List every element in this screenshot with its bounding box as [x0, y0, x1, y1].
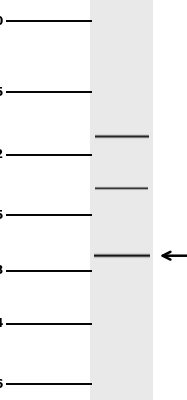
Bar	[90, 0, 153, 400]
Text: 43: 43	[0, 264, 4, 278]
Text: 72: 72	[0, 148, 4, 161]
Text: 95: 95	[0, 86, 4, 98]
Text: 130: 130	[0, 15, 4, 28]
Text: 55: 55	[0, 209, 4, 222]
Text: 34: 34	[0, 318, 4, 330]
Text: 26: 26	[0, 378, 4, 391]
